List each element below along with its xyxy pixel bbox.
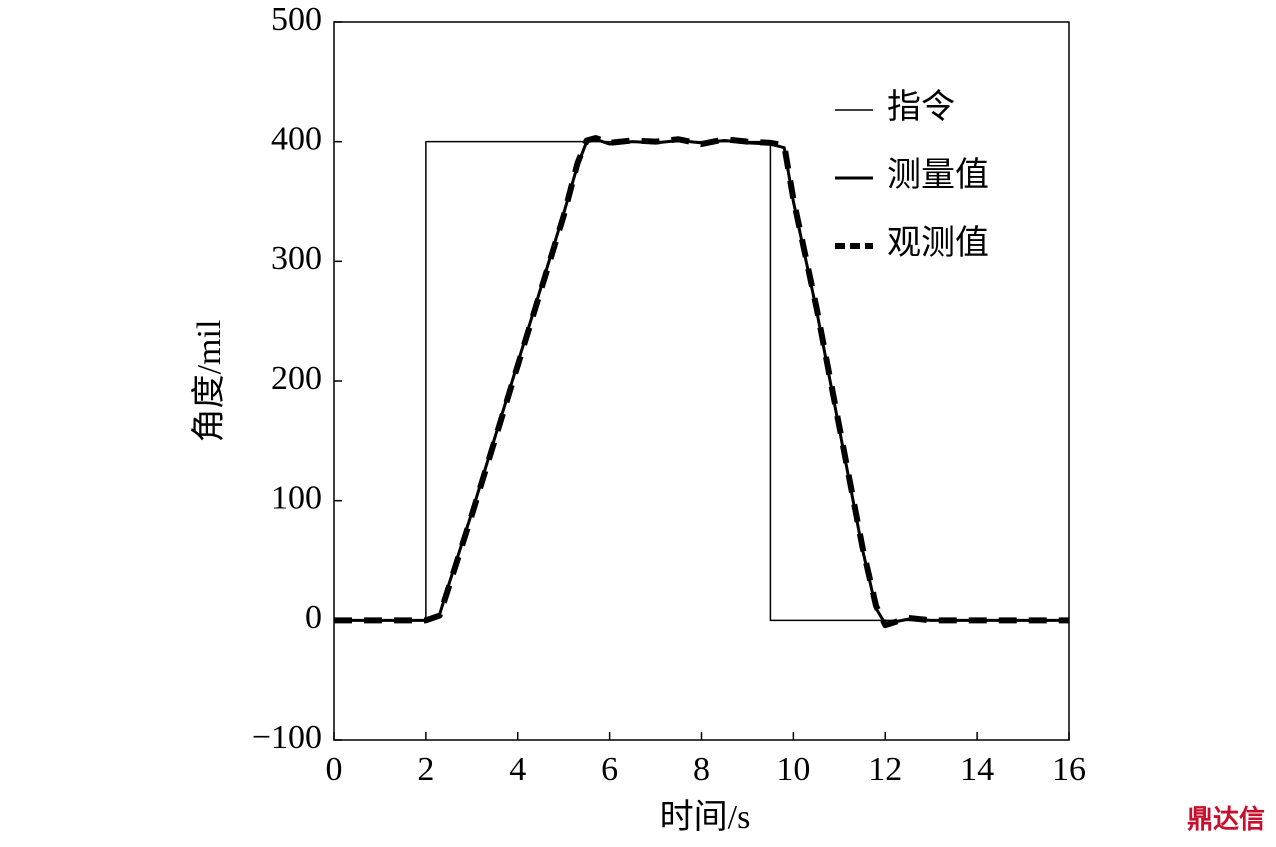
y-tick-label: 400 <box>271 120 322 157</box>
x-tick-label: 0 <box>326 751 343 788</box>
y-tick-label: 300 <box>271 240 322 277</box>
legend-label: 指令 <box>887 88 955 126</box>
legend-label: 测量值 <box>887 156 989 194</box>
x-axis-label: 时间/s <box>660 799 751 836</box>
x-tick-label: 16 <box>1052 751 1086 788</box>
y-tick-label: 200 <box>271 360 322 397</box>
y-axis-label: 角度/mil <box>190 320 228 443</box>
y-tick-label: 0 <box>305 599 322 636</box>
x-tick-label: 4 <box>509 751 526 788</box>
legend-label: 观测值 <box>887 224 989 262</box>
data-line <box>334 135 1069 629</box>
watermark: 鼎达信 <box>1187 805 1265 834</box>
x-tick-label: 8 <box>693 751 710 788</box>
x-tick-label: 6 <box>601 751 618 788</box>
y-tick-label: 100 <box>271 479 322 516</box>
x-tick-label: 2 <box>417 751 434 788</box>
x-tick-label: 14 <box>960 751 994 788</box>
x-tick-label: 12 <box>868 751 902 788</box>
data-line <box>334 137 1069 626</box>
data-line <box>334 140 1069 622</box>
y-tick-label: −100 <box>252 719 322 756</box>
plot-frame <box>333 21 1070 741</box>
y-tick-label: 500 <box>271 1 322 38</box>
x-tick-label: 10 <box>776 751 810 788</box>
